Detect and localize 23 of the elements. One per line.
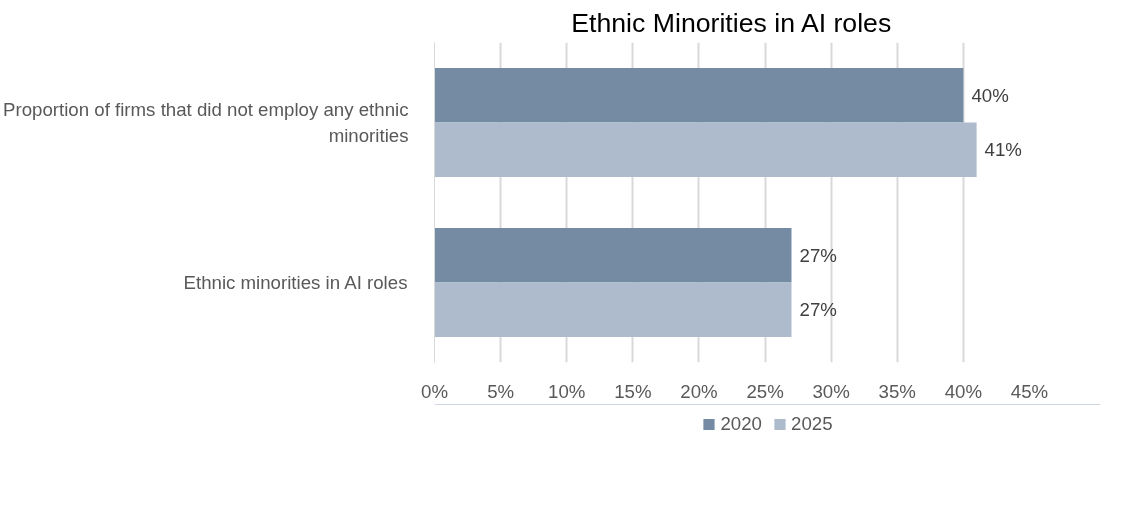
x-tick-label: 35% — [878, 380, 916, 402]
x-tick-label: 20% — [680, 380, 718, 402]
x-tick-label: 0% — [421, 380, 448, 402]
data-label: 41% — [984, 139, 1022, 161]
x-tick-label: 40% — [944, 380, 983, 402]
data-label: 27% — [799, 244, 837, 266]
y-tick-label: Proportion of firms that did not employ any ethnic minorities — [3, 99, 409, 146]
bar — [434, 122, 977, 177]
bar — [434, 282, 792, 337]
legend-label: 2020 — [720, 413, 762, 435]
data-label: 27% — [799, 299, 837, 321]
x-tick-label: 25% — [746, 380, 784, 402]
y-tick-label: Ethnic minorities in AI roles — [183, 272, 408, 293]
x-tick-label: 15% — [614, 380, 652, 402]
x-tick-label: 5% — [487, 380, 515, 402]
legend-label: 2025 — [791, 413, 833, 435]
bar — [434, 68, 964, 123]
x-tick-label: 30% — [812, 380, 850, 402]
x-tick-label: 10% — [548, 380, 586, 402]
data-label: 40% — [971, 84, 1009, 106]
x-tick-label: 45% — [1010, 380, 1049, 402]
bar — [434, 228, 792, 283]
chart-title: Ethnic Minorities in AI roles — [571, 7, 892, 38]
